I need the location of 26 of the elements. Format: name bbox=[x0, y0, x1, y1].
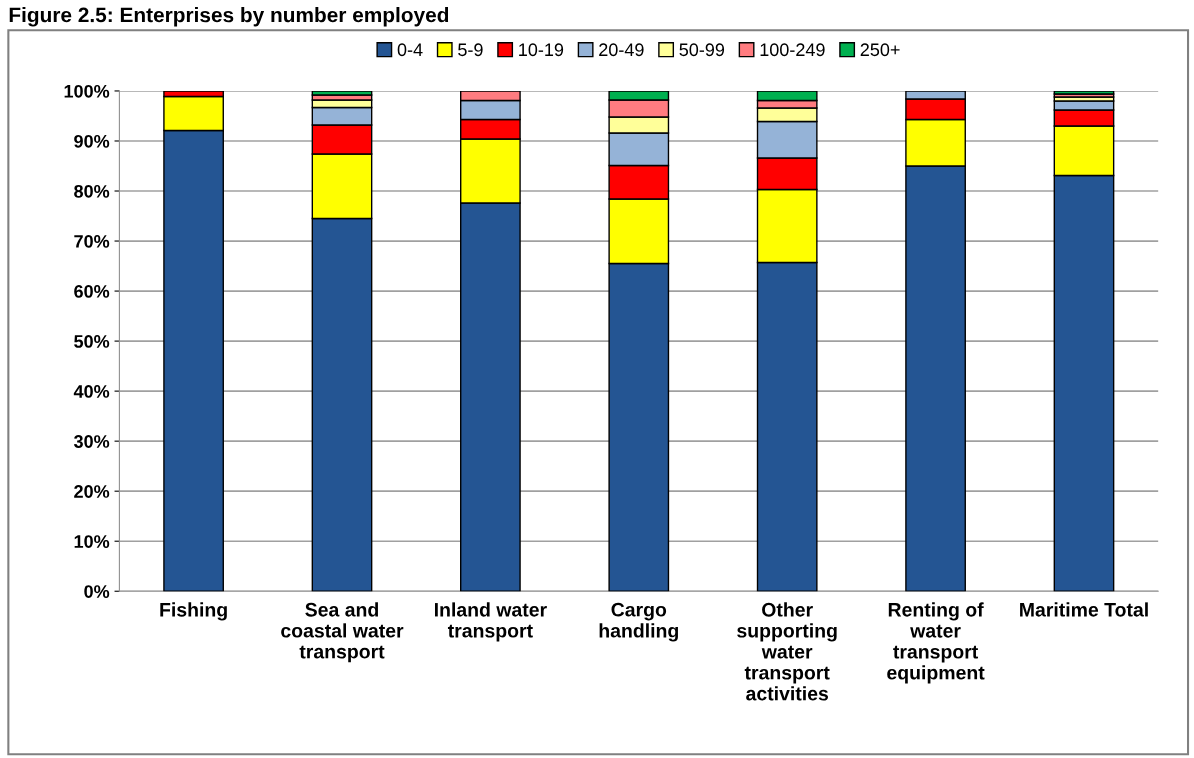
x-tick-label: Sea and coastal water transport bbox=[281, 602, 404, 663]
x-tick-label: Cargo handling bbox=[599, 602, 678, 642]
legend-label: 10-19 bbox=[519, 43, 564, 57]
y-tick-label: 100% bbox=[64, 84, 110, 98]
y-tick-label: 30% bbox=[73, 435, 110, 448]
y-tick-label: 80% bbox=[74, 184, 110, 198]
y-tick-label: 0% bbox=[84, 585, 110, 598]
x-tick-label: Maritime Total bbox=[1020, 602, 1148, 617]
legend-label: 0-4 bbox=[397, 43, 423, 57]
x-tick-label: Inland water transport bbox=[434, 602, 547, 642]
y-tick-label: 60% bbox=[74, 285, 110, 298]
y-tick-label: 90% bbox=[74, 134, 110, 148]
y-tick-label: 40% bbox=[73, 385, 110, 398]
y-tick-label: 10% bbox=[74, 535, 110, 548]
x-tick-label: Renting of water transport equipment bbox=[887, 602, 985, 684]
x-tick-label: Other supporting water transport activities bbox=[737, 602, 837, 701]
legend-label: 20-49 bbox=[599, 43, 644, 57]
chart-title: Figure 2.5: Enterprises by number employed bbox=[9, 7, 449, 27]
y-tick-label: 50% bbox=[74, 335, 110, 348]
legend-label: 250+ bbox=[860, 43, 900, 57]
y-tick-label: 70% bbox=[74, 234, 110, 248]
legend-label: 50-99 bbox=[679, 43, 725, 57]
x-tick-label: Fishing bbox=[160, 602, 227, 621]
legend-label: 5-9 bbox=[458, 43, 483, 57]
y-tick-label: 20% bbox=[74, 485, 110, 498]
legend-label: 100-249 bbox=[760, 43, 825, 57]
